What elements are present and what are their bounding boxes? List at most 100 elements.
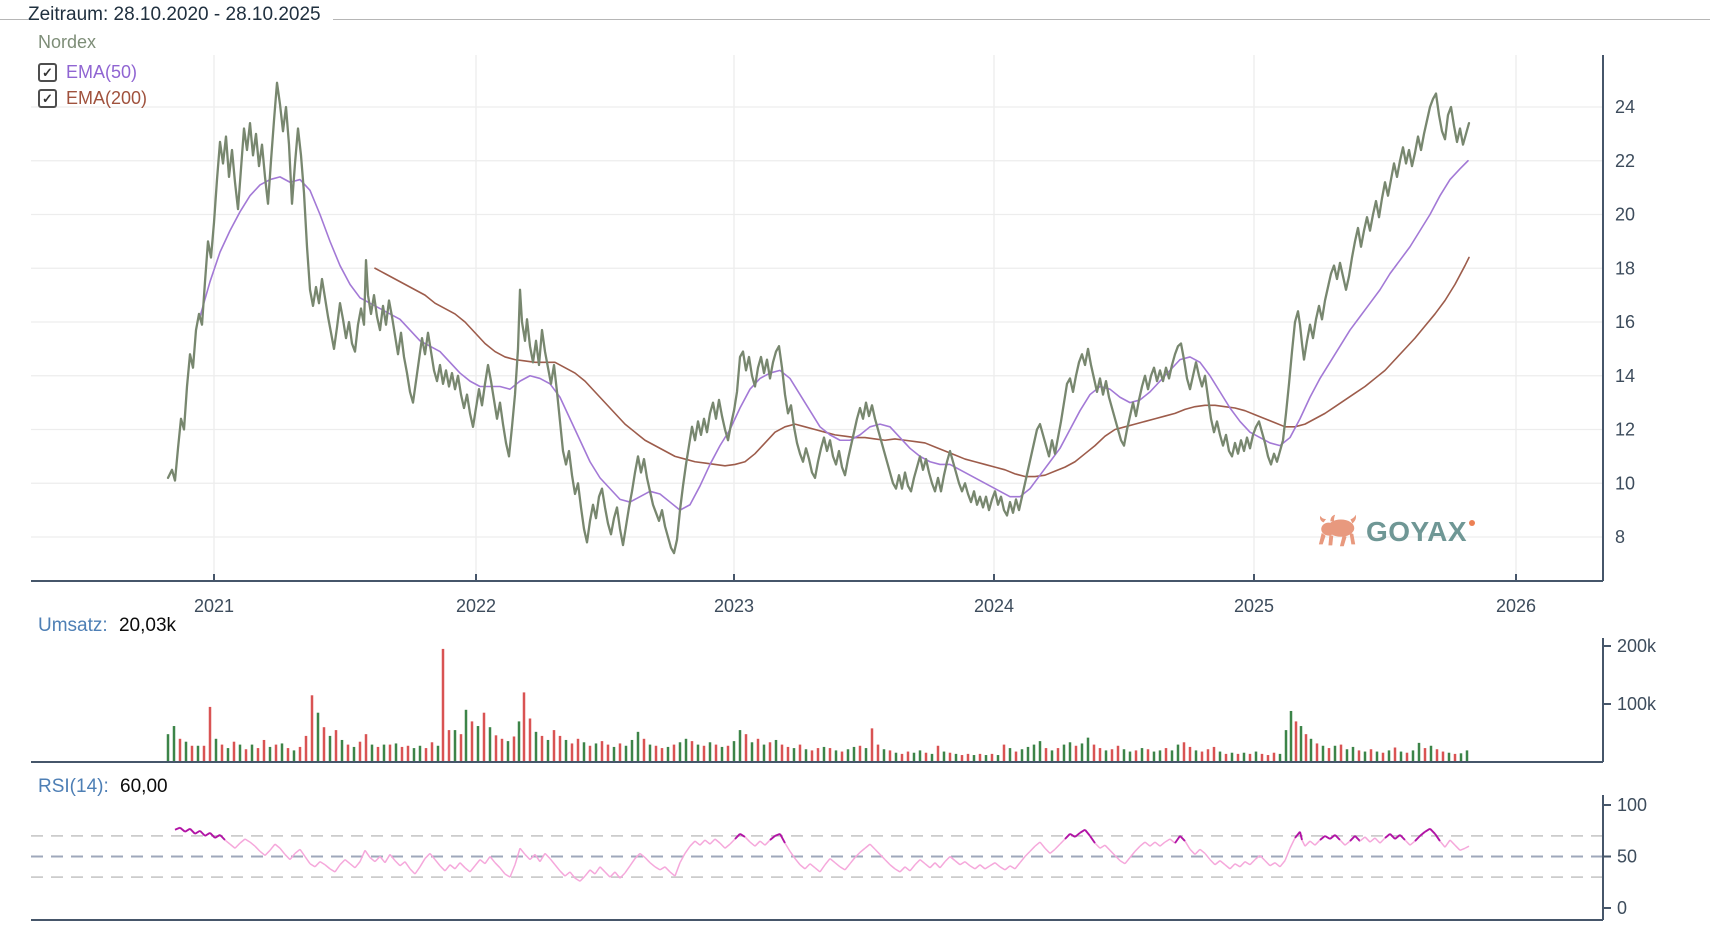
volume-bar — [870, 728, 874, 762]
rsi-segment — [484, 856, 491, 865]
price-tick-label: 10 — [1615, 473, 1635, 493]
rsi-segment — [1054, 843, 1061, 850]
rsi-segment — [1429, 828, 1436, 835]
volume-bar — [762, 744, 766, 762]
rsi-segment — [1349, 835, 1356, 842]
volume-bar — [406, 745, 410, 762]
volume-bar — [744, 734, 748, 762]
rsi-segment — [869, 843, 876, 850]
rsi-segment — [1374, 837, 1381, 844]
rsi-segment — [1399, 834, 1406, 841]
volume-bar — [250, 744, 254, 762]
volume-bar — [1315, 743, 1319, 762]
rsi-segment — [1024, 850, 1031, 858]
rsi-segment — [1459, 847, 1466, 852]
volume-bar — [1020, 749, 1024, 762]
rsi-segment — [904, 866, 911, 872]
volume-bar — [690, 741, 694, 762]
volume-bar — [1038, 741, 1042, 762]
volume-bar — [292, 750, 296, 762]
price-tick-label: 16 — [1615, 312, 1635, 332]
volume-bar — [978, 753, 982, 762]
volume-bar — [1224, 753, 1228, 762]
rsi-segment — [564, 871, 571, 877]
volume-bar — [376, 746, 380, 762]
chart-legend: Nordex ✓ EMA(50) ✓ EMA(200) — [38, 32, 147, 111]
volume-bar — [1266, 755, 1270, 762]
volume-bar — [436, 745, 440, 762]
volume-bar — [648, 744, 652, 762]
rsi-segment — [1299, 831, 1303, 841]
volume-bar — [528, 718, 532, 762]
volume-bar — [1026, 746, 1030, 762]
rsi-segment — [309, 863, 316, 868]
rsi-segment — [1301, 839, 1306, 847]
volume-bar — [972, 755, 976, 762]
volume-bar — [470, 721, 474, 762]
volume-bar — [540, 735, 544, 762]
rsi-segment — [384, 854, 391, 864]
goyax-logo-dot — [1469, 520, 1476, 526]
volume-bar — [1393, 747, 1397, 762]
volume-bar — [864, 748, 868, 762]
rsi-segment — [359, 850, 366, 862]
volume-bar — [352, 746, 356, 762]
rsi-segment — [1379, 837, 1386, 844]
volume-bar — [834, 750, 838, 762]
volume-tick-label: 200k — [1617, 636, 1657, 656]
price-tick-label: 8 — [1615, 527, 1625, 547]
rsi-segment — [1014, 862, 1021, 870]
rsi-segment — [174, 826, 181, 831]
rsi-segment — [524, 853, 531, 861]
volume-bar — [570, 743, 574, 762]
rsi-segment — [694, 840, 701, 846]
volume-bar — [1176, 744, 1180, 762]
volume-bar — [1411, 750, 1415, 762]
volume-bar — [1429, 745, 1433, 762]
rsi-segment — [534, 854, 541, 863]
volume-bar — [1182, 742, 1186, 762]
volume-bar — [756, 738, 760, 762]
rsi-segment — [724, 843, 731, 849]
volume-bar — [1044, 748, 1048, 762]
volume-bar — [954, 753, 958, 762]
volume-bar — [960, 755, 964, 762]
rsi-segment — [814, 867, 821, 873]
volume-bar — [618, 743, 622, 762]
volume-bar — [190, 745, 194, 762]
ema200-checkbox[interactable]: ✓ — [38, 88, 57, 108]
rsi-segment — [844, 863, 851, 871]
rsi-segment — [399, 861, 406, 867]
rsi-segment — [839, 866, 846, 871]
rsi-segment — [669, 871, 676, 877]
ema50-checkbox[interactable]: ✓ — [38, 62, 57, 82]
rsi-segment — [939, 861, 946, 869]
rsi-segment — [819, 864, 826, 873]
rsi-segment — [1359, 836, 1366, 842]
rsi-segment — [934, 862, 941, 869]
rsi-segment — [1319, 835, 1326, 841]
rsi-segment — [979, 864, 986, 870]
volume-panel-label: Umsatz: 20,03k — [38, 615, 176, 637]
rsi-segment — [1009, 865, 1016, 870]
volume-bar — [816, 748, 820, 762]
rsi-panel-label: RSI(14): 60,00 — [38, 776, 168, 798]
volume-bar — [1357, 750, 1361, 762]
volume-bar — [576, 738, 580, 762]
volume-bar — [1062, 744, 1066, 762]
rsi-segment — [629, 858, 636, 867]
volume-bar — [750, 742, 754, 762]
rsi-segment — [199, 830, 206, 837]
rsi-segment — [644, 857, 651, 864]
rsi-segment — [759, 840, 766, 846]
page-title: Zeitraum: 28.10.2020 - 28.10.2025 — [28, 4, 333, 28]
rsi-segment — [774, 832, 781, 837]
volume-bar — [1289, 710, 1293, 762]
rsi-segment — [444, 864, 451, 872]
rsi-segment — [1419, 831, 1426, 837]
rsi-segment — [284, 853, 291, 861]
rsi-segment — [729, 838, 736, 845]
volume-bar — [732, 741, 736, 762]
rsi-segment — [519, 847, 526, 855]
